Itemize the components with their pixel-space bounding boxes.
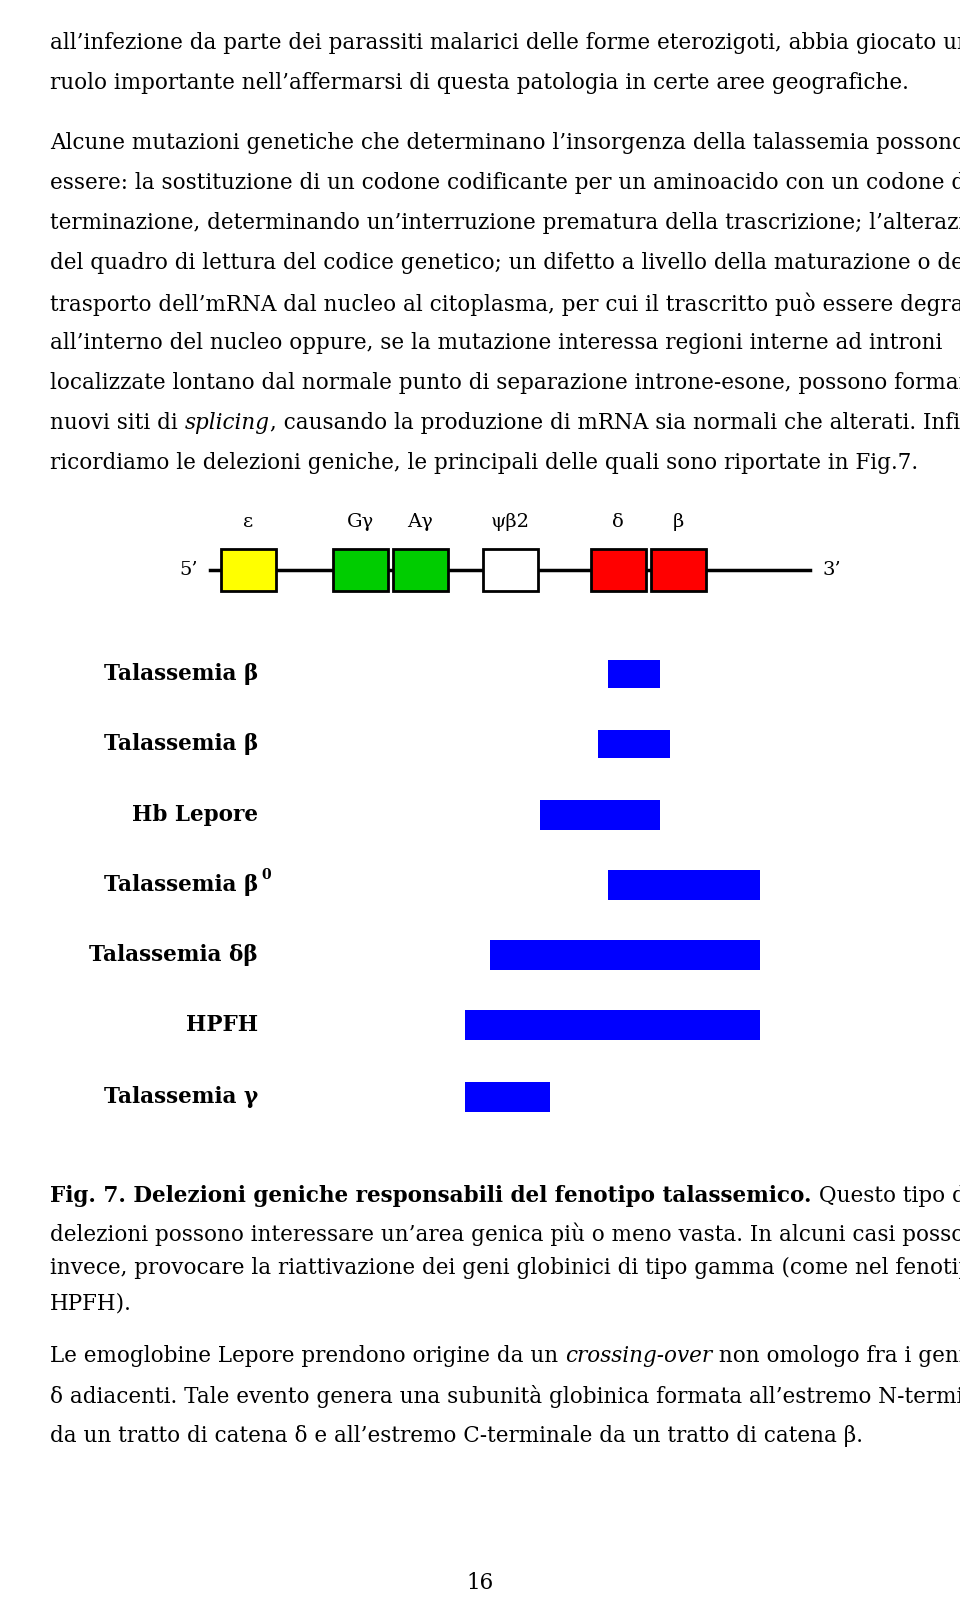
Text: localizzate lontano dal normale punto di separazione introne-esone, possono form: localizzate lontano dal normale punto di…: [50, 372, 960, 394]
Text: trasporto dell’mRNA dal nucleo al citoplasma, per cui il trascritto può essere d: trasporto dell’mRNA dal nucleo al citopl…: [50, 291, 960, 316]
Text: essere: la sostituzione di un codone codificante per un aminoacido con un codone: essere: la sostituzione di un codone cod…: [50, 172, 960, 193]
Bar: [490, 940, 760, 969]
Text: 16: 16: [467, 1571, 493, 1594]
Text: non omologo fra i geni β e: non omologo fra i geni β e: [712, 1344, 960, 1367]
Text: invece, provocare la riattivazione dei geni globinici di tipo gamma (come nel fe: invece, provocare la riattivazione dei g…: [50, 1257, 960, 1278]
Text: all’interno del nucleo oppure, se la mutazione interessa regioni interne ad intr: all’interno del nucleo oppure, se la mut…: [50, 332, 943, 354]
Text: β: β: [672, 514, 684, 531]
Text: Talassemia δβ: Talassemia δβ: [89, 943, 258, 966]
Text: crossing-over: crossing-over: [565, 1344, 712, 1367]
Text: HPFH: HPFH: [186, 1014, 258, 1035]
Bar: [465, 1082, 550, 1113]
Text: ε: ε: [243, 514, 253, 531]
Text: ψβ2: ψβ2: [491, 514, 530, 531]
Bar: [590, 549, 645, 591]
Bar: [608, 869, 760, 900]
Text: del quadro di lettura del codice genetico; un difetto a livello della maturazion: del quadro di lettura del codice genetic…: [50, 253, 960, 274]
Text: Questo tipo di: Questo tipo di: [811, 1185, 960, 1208]
Bar: [651, 549, 706, 591]
Text: Alcune mutazioni genetiche che determinano l’insorgenza della talassemia possono: Alcune mutazioni genetiche che determina…: [50, 132, 960, 155]
Text: da un tratto di catena δ e all’estremo C-terminale da un tratto di catena β.: da un tratto di catena δ e all’estremo C…: [50, 1425, 863, 1447]
Text: Le emoglobine Lepore prendono origine da un: Le emoglobine Lepore prendono origine da…: [50, 1344, 565, 1367]
Bar: [483, 549, 538, 591]
Bar: [608, 660, 660, 687]
Text: Talassemia β: Talassemia β: [104, 663, 258, 684]
Text: HPFH).: HPFH).: [50, 1291, 132, 1314]
Text: , causando la produzione di mRNA sia normali che alterati. Infine,: , causando la produzione di mRNA sia nor…: [270, 412, 960, 435]
Text: Hb Lepore: Hb Lepore: [132, 803, 258, 826]
Bar: [332, 549, 388, 591]
Text: Aγ: Aγ: [407, 514, 433, 531]
Text: splicing: splicing: [184, 412, 270, 435]
Bar: [393, 549, 447, 591]
Text: all’infezione da parte dei parassiti malarici delle forme eterozigoti, abbia gio: all’infezione da parte dei parassiti mal…: [50, 32, 960, 55]
Text: Fig. 7. Delezioni geniche responsabili del fenotipo talassemico.: Fig. 7. Delezioni geniche responsabili d…: [50, 1185, 811, 1208]
Text: 3’: 3’: [822, 560, 841, 580]
Bar: [598, 729, 670, 758]
Text: Talassemia β: Talassemia β: [104, 733, 258, 755]
Text: ricordiamo le delezioni geniche, le principali delle quali sono riportate in Fig: ricordiamo le delezioni geniche, le prin…: [50, 452, 918, 473]
Bar: [540, 800, 660, 831]
Text: ruolo importante nell’affermarsi di questa patologia in certe aree geografiche.: ruolo importante nell’affermarsi di ques…: [50, 72, 909, 93]
Text: Talassemia γ: Talassemia γ: [104, 1087, 258, 1108]
Text: Gγ: Gγ: [347, 514, 373, 531]
Text: δ adiacenti. Tale evento genera una subunità globinica formata all’estremo N-ter: δ adiacenti. Tale evento genera una subu…: [50, 1385, 960, 1409]
Bar: [465, 1009, 760, 1040]
Text: 0: 0: [261, 868, 271, 882]
Text: δ: δ: [612, 514, 624, 531]
Text: delezioni possono interessare un’area genica più o meno vasta. In alcuni casi po: delezioni possono interessare un’area ge…: [50, 1222, 960, 1246]
Text: Talassemia β: Talassemia β: [104, 874, 258, 897]
Text: nuovi siti di: nuovi siti di: [50, 412, 184, 435]
Bar: [221, 549, 276, 591]
Text: 5’: 5’: [180, 560, 198, 580]
Text: terminazione, determinando un’interruzione prematura della trascrizione; l’alter: terminazione, determinando un’interruzio…: [50, 213, 960, 233]
